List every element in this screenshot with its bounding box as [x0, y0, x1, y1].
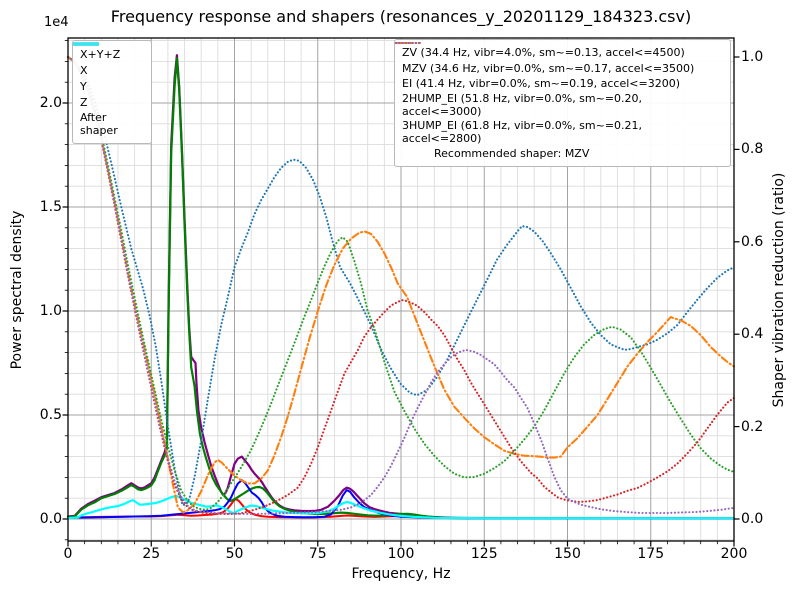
y-left-tick-label: 1.5 — [39, 199, 62, 215]
legend-item-3humpei: 3HUMP_EI (61.8 Hz, vibr=0.0%, sm~=0.21, … — [395, 41, 723, 146]
legend-item-after: After shaper — [73, 42, 144, 138]
legend-line-swatch — [73, 42, 99, 46]
legend-item-mzv: MZV (34.6 Hz, vibr=0.0%, sm~=0.17, accel… — [395, 41, 723, 76]
legend-item-label: X+Y+Z — [80, 47, 121, 61]
y-right-tick-label: 0.0 — [741, 511, 764, 527]
legend-item-z: Z — [73, 42, 144, 110]
legend-item-label: X — [80, 63, 88, 77]
x-tick-label: 100 — [387, 546, 415, 562]
x-tick-label: 75 — [308, 546, 327, 562]
legend-item-label: 2HUMP_EI (51.8 Hz, vibr=0.0%, sm~=0.20, … — [402, 92, 643, 119]
legend-shapers: ZV (34.4 Hz, vibr=4.0%, sm~=0.13, accel<… — [394, 39, 731, 168]
chart-title: Frequency response and shapers (resonanc… — [110, 7, 692, 26]
shaper-curve-ei — [66, 55, 736, 511]
y-right-tick-label: 0.8 — [741, 141, 764, 158]
legend-item-label: 3HUMP_EI (61.8 Hz, vibr=0.0%, sm~=0.21, … — [402, 118, 643, 146]
legend-item-label: After shaper — [80, 111, 118, 138]
x-tick-label: 125 — [470, 546, 498, 562]
legend-item-x: X — [73, 42, 144, 78]
legend-item-zv: ZV (34.4 Hz, vibr=4.0%, sm~=0.13, accel<… — [395, 41, 723, 61]
legend-item-ei: EI (41.4 Hz, vibr=0.0%, sm~=0.19, accel<… — [395, 41, 723, 92]
y-axis-label-left: Power spectral density — [9, 210, 25, 370]
y-left-tick-label: 0.0 — [39, 511, 62, 527]
x-tick-label: 25 — [142, 546, 161, 562]
y-right-tick-label: 0.4 — [741, 326, 764, 343]
legend-item-label: Y — [80, 79, 87, 93]
legend-data-series: X+Y+Z X Y Z After shaper — [72, 40, 152, 145]
psd-curve-x-y-z — [66, 54, 736, 520]
legend-item-recommended: Recommended shaper: MZV — [402, 146, 723, 161]
x-tick-label: 150 — [554, 546, 581, 562]
y-left-tick-label: 1.0 — [39, 303, 62, 319]
legend-item-2humpei: 2HUMP_EI (51.8 Hz, vibr=0.0%, sm~=0.20, … — [395, 41, 723, 119]
x-tick-label: 200 — [720, 546, 748, 562]
legend-line-swatch — [395, 41, 421, 45]
y-axis-offset-label: 1e4 — [44, 15, 69, 30]
y-right-tick-label: 0.2 — [741, 418, 764, 435]
y-left-tick-label: 0.5 — [39, 407, 62, 423]
x-tick-label: 50 — [225, 546, 244, 562]
legend-item-y: Y — [73, 42, 144, 94]
x-tick-label: 0 — [63, 546, 73, 562]
x-axis-label: Frequency, Hz — [351, 566, 451, 582]
legend-item-label: EI (41.4 Hz, vibr=0.0%, sm~=0.19, accel<… — [402, 77, 680, 91]
y-right-tick-label: 0.6 — [741, 233, 764, 250]
psd-curve-after-shaper — [66, 494, 736, 520]
legend-item-label: Recommended shaper: MZV — [434, 146, 590, 160]
legend-item-label: MZV (34.6 Hz, vibr=0.0%, sm~=0.17, accel… — [402, 61, 695, 75]
y-right-tick-label: 1.0 — [741, 49, 764, 65]
y-left-tick-label: 2.0 — [39, 95, 62, 111]
shaper-curve-mzv — [66, 55, 736, 514]
legend-item-label: ZV (34.4 Hz, vibr=4.0%, sm~=0.13, accel<… — [402, 46, 685, 60]
psd-curve-y — [66, 56, 736, 520]
legend-item-x+y+z: X+Y+Z — [73, 42, 144, 62]
legend-item-label: Z — [80, 95, 88, 109]
shaper-curve-3hump_ei — [66, 55, 736, 515]
x-tick-label: 175 — [637, 546, 665, 562]
y-axis-label-right: Shaper vibration reduction (ratio) — [771, 172, 787, 408]
